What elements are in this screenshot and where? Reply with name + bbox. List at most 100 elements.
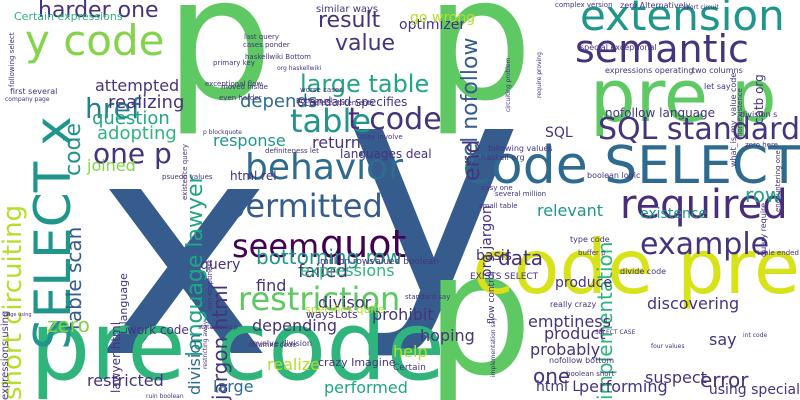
cloud-word: suspect bbox=[645, 368, 707, 387]
cloud-word: ruin boolean bbox=[146, 393, 184, 400]
cloud-word: non existence bbox=[736, 88, 744, 138]
cloud-word: row bbox=[745, 183, 782, 207]
cloud-word: code SELECT bbox=[462, 136, 800, 196]
cloud-word: error bbox=[700, 368, 749, 392]
cloud-word: specifies quite bbox=[305, 303, 385, 316]
cloud-word: probably bbox=[530, 340, 601, 359]
cloud-word: seem bbox=[232, 227, 320, 265]
cloud-word: complex version bbox=[555, 1, 613, 9]
cloud-word: emptiness bbox=[528, 312, 611, 331]
cloud-word: org haskellwiki bbox=[277, 65, 322, 72]
cloud-word: crazy Imagine bbox=[318, 356, 396, 369]
cloud-word: may involve bbox=[360, 133, 403, 141]
cloud-word: basis bbox=[476, 248, 512, 264]
cloud-word: expressions bbox=[300, 261, 395, 280]
cloud-word: go wrong bbox=[410, 10, 476, 26]
cloud-word: following values bbox=[488, 144, 553, 153]
cloud-word: org jargon bbox=[479, 205, 495, 277]
cloud-word: boolean logic bbox=[587, 171, 641, 180]
cloud-word: query bbox=[200, 257, 241, 273]
cloud-word: four values bbox=[651, 343, 685, 350]
cloud-word: response bbox=[213, 131, 286, 150]
cloud-word: nofollow language bbox=[605, 106, 716, 120]
cloud-word: zero here bbox=[745, 141, 778, 149]
cloud-word: x bbox=[95, 75, 273, 400]
cloud-word: work code bbox=[127, 323, 189, 337]
cloud-word: special exceptional bbox=[580, 43, 657, 52]
cloud-word: html L bbox=[536, 379, 581, 395]
cloud-word: optimizer bbox=[399, 17, 466, 33]
cloud-word: pre p bbox=[590, 54, 777, 138]
cloud-word: worse cases bbox=[300, 86, 343, 94]
cloud-word: large table bbox=[300, 70, 430, 98]
cloud-word: haskell org bbox=[481, 153, 525, 162]
cloud-word: value bbox=[335, 31, 396, 56]
cloud-word: help bbox=[393, 342, 428, 361]
cloud-word: result bbox=[318, 8, 381, 33]
cloud-word: data bbox=[498, 246, 544, 270]
cloud-word: Certain bbox=[393, 363, 426, 373]
cloud-word: attempted bbox=[95, 76, 180, 95]
cloud-word: relevant bbox=[537, 201, 604, 220]
cloud-word: buffer p bbox=[578, 249, 606, 257]
cloud-word: restriction bbox=[238, 280, 401, 318]
cloud-word: say bbox=[709, 330, 737, 349]
cloud-word: SELECT CASE bbox=[595, 329, 636, 336]
cloud-word: produce bbox=[555, 275, 612, 291]
cloud-word: languages deal bbox=[340, 147, 432, 161]
cloud-word: performed bbox=[324, 378, 408, 397]
cloud-word: nofollow bottom bbox=[549, 356, 615, 365]
cloud-word: page using bbox=[4, 312, 32, 318]
cloud-word: example bbox=[640, 227, 770, 262]
cloud-word: code pre bbox=[472, 223, 800, 311]
cloud-word: cases ponder bbox=[243, 41, 290, 49]
cloud-word: exceptional flow bbox=[205, 80, 263, 88]
cloud-word: company page bbox=[5, 96, 50, 103]
cloud-word: existence query bbox=[181, 143, 189, 200]
cloud-word: table ended bbox=[757, 249, 799, 257]
cloud-word: following select bbox=[8, 32, 16, 87]
cloud-word: harder one bbox=[38, 0, 159, 23]
cloud-word: question bbox=[92, 108, 170, 129]
cloud-word: last query bbox=[244, 33, 280, 41]
cloud-word: y bbox=[345, 15, 523, 364]
cloud-word: statements p bbox=[198, 324, 238, 331]
cloud-word: ways bbox=[306, 308, 334, 321]
cloud-word: encountering one bbox=[774, 149, 782, 212]
cloud-word: discovering bbox=[647, 294, 740, 313]
cloud-word: joined bbox=[87, 156, 136, 175]
cloud-word: p bbox=[165, 0, 273, 139]
cloud-word: standard say bbox=[405, 293, 451, 301]
cloud-word: implementation say bbox=[490, 317, 497, 378]
cloud-word: product bbox=[544, 324, 606, 343]
cloud-word: required bbox=[620, 182, 788, 228]
cloud-word: quot bbox=[320, 222, 407, 266]
cloud-word: million rows bbox=[320, 257, 374, 267]
cloud-word: L language bbox=[117, 272, 130, 334]
cloud-word: EXISTS SELECT bbox=[470, 272, 539, 282]
cloud-word: restricted bbox=[87, 371, 164, 390]
cloud-word: two columns bbox=[692, 66, 743, 75]
cloud-word: p bbox=[425, 216, 533, 400]
cloud-word: p blockquote bbox=[203, 129, 242, 136]
cloud-word: moved inside bbox=[221, 83, 268, 91]
cloud-word: table bbox=[290, 102, 372, 140]
cloud-word: similar ways bbox=[316, 4, 379, 15]
cloud-word: failed bbox=[298, 261, 348, 282]
cloud-word: primary key bbox=[213, 59, 255, 67]
cloud-word: semantic bbox=[575, 27, 749, 71]
cloud-word: involve division bbox=[250, 339, 312, 348]
cloud-word: type code bbox=[570, 235, 610, 244]
cloud-word: definiteness let bbox=[265, 147, 319, 155]
cloud-word: permitted bbox=[225, 187, 383, 225]
cloud-word: one bbox=[533, 364, 571, 388]
cloud-word: short circuit bbox=[683, 4, 719, 11]
cloud-word: behavior bbox=[245, 147, 404, 188]
cloud-word: standard specifies bbox=[298, 95, 408, 109]
cloud-word: large bbox=[213, 377, 254, 396]
cloud-word: SQL standard bbox=[598, 112, 800, 147]
cloud-word: Certain expressions bbox=[14, 10, 123, 23]
cloud-word: href bbox=[85, 92, 141, 125]
cloud-word: t code bbox=[348, 102, 442, 137]
